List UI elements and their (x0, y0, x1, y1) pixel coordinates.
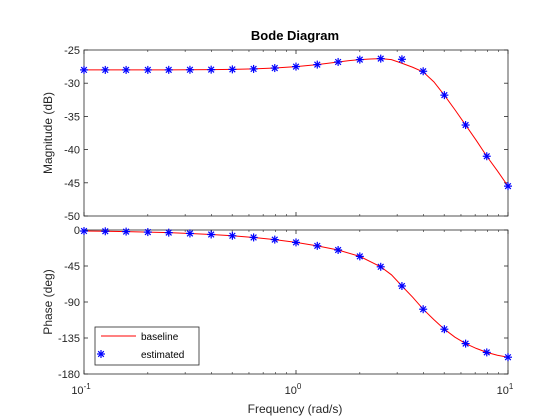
estimated-point (461, 121, 470, 130)
y-tick-label: -25 (64, 45, 80, 57)
x-tick-label: 101 (497, 382, 514, 397)
estimated-point (313, 60, 322, 69)
x-tick-label-base: 10 (285, 385, 297, 397)
y-axis-label: Magnitude (dB) (41, 92, 55, 174)
estimated-point (249, 64, 258, 73)
y-tick-label: -35 (64, 111, 80, 123)
estimated-point (292, 238, 300, 247)
estimated-point (504, 182, 512, 191)
estimated-point (419, 67, 428, 76)
x-axis-label: Frequency (rad/s) (248, 402, 343, 416)
estimated-point (419, 305, 428, 314)
x-tick-label-exponent: 0 (297, 382, 302, 391)
y-tick-label: -45 (64, 261, 80, 273)
x-tick-label: 10-1 (71, 382, 91, 397)
estimated-point (80, 227, 88, 236)
estimated-point (397, 55, 406, 64)
estimated-point (80, 65, 88, 74)
estimated-point (313, 241, 322, 250)
estimated-point (143, 228, 152, 237)
chart-title: Bode Diagram (251, 28, 339, 43)
estimated-point (122, 65, 131, 74)
legend-star (97, 350, 105, 358)
estimated-point (164, 228, 173, 237)
y-tick-label: -180 (58, 369, 80, 381)
legend-estimated-marker (97, 350, 105, 358)
y-tick-label: -30 (64, 78, 80, 90)
estimated-point (207, 230, 216, 239)
estimated-point (482, 152, 491, 161)
x-tick-label-base: 10 (71, 385, 83, 397)
x-tick-label-exponent: -1 (84, 382, 92, 391)
estimated-point (334, 57, 343, 66)
estimated-point (143, 65, 152, 74)
estimated-point (101, 65, 110, 74)
estimated-point (440, 325, 449, 334)
x-tick-label: 100 (285, 382, 302, 397)
y-tick-label: -50 (64, 211, 80, 223)
y-axis-label: Phase (deg) (41, 269, 55, 334)
y-tick-label: -135 (58, 333, 80, 345)
estimated-point (164, 65, 173, 74)
estimated-point (185, 229, 194, 238)
legend-baseline-label: baseline (141, 332, 179, 343)
x-tick-label-base: 10 (497, 385, 509, 397)
legend: baseline estimated (94, 326, 200, 366)
y-tick-label: -45 (64, 178, 80, 190)
x-tick-label-exponent: 1 (509, 382, 514, 391)
estimated-point (376, 262, 385, 271)
estimated-point (207, 65, 216, 74)
estimated-point (355, 55, 364, 64)
estimated-point (270, 64, 279, 73)
legend-box (94, 326, 200, 366)
estimated-point (270, 235, 279, 244)
estimated-point (228, 65, 237, 74)
estimated-point (355, 252, 364, 261)
estimated-point (504, 353, 512, 362)
y-tick-label: 0 (74, 225, 80, 237)
magnitude-panel: -50 -45 -40 -35 -30 -25 Magnitude (dB) (41, 45, 512, 223)
estimated-point (228, 231, 237, 240)
estimated-point (101, 227, 110, 236)
phase-panel: -180 -135 -90 -45 0 Phase (deg) (41, 225, 512, 381)
estimated-point (482, 348, 491, 357)
legend-estimated-label: estimated (141, 350, 184, 361)
y-tick-label: -90 (64, 297, 80, 309)
estimated-point (185, 65, 194, 74)
estimated-point (292, 62, 300, 71)
y-tick-label: -40 (64, 145, 80, 157)
estimated-point (249, 233, 258, 242)
estimated-point (122, 227, 131, 236)
plot-area (83, 49, 509, 217)
estimated-point (334, 246, 343, 254)
estimated-point (440, 91, 449, 100)
estimated-point (397, 282, 406, 290)
estimated-point (461, 339, 470, 348)
estimated-point (376, 54, 385, 63)
